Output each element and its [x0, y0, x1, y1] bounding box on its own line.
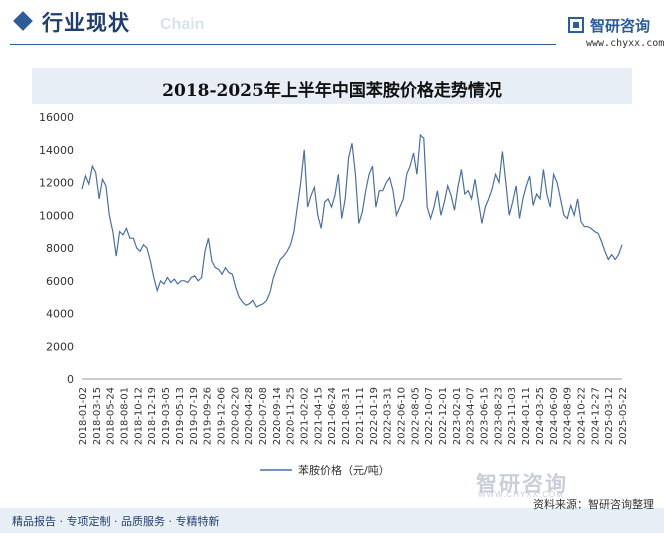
header-watermark: Chain	[160, 16, 205, 33]
footer-bar: 精品报告 · 专项定制 · 品质服务 · 专精特新 资料来源：智研咨询整理	[0, 498, 664, 533]
x-tick-label: 2025-03-12	[604, 387, 615, 445]
y-tick-label: 0	[67, 373, 74, 386]
x-tick-label: 2020-09-14	[272, 387, 283, 445]
series-line-aniline-price	[81, 133, 623, 308]
x-tick-label: 2019-09-26	[203, 387, 214, 445]
x-tick-label: 2024-10-22	[576, 387, 587, 445]
x-tick-label: 2020-04-28	[244, 387, 255, 445]
footer-slogan: 精品报告 · 专项定制 · 品质服务 · 专精特新	[12, 515, 220, 528]
x-tick-label: 2021-06-24	[327, 387, 338, 445]
x-tick-label: 2023-11-03	[507, 387, 518, 445]
x-tick-label: 2021-02-02	[300, 387, 311, 445]
brand-block: 智研咨询 www.chyxx.com	[568, 14, 664, 54]
x-tick-label: 2019-03-05	[161, 387, 172, 445]
x-tick-label: 2023-06-15	[480, 387, 491, 445]
x-tick-label: 2022-08-05	[410, 387, 421, 445]
x-tick-label: 2024-03-25	[535, 387, 546, 445]
line-chart: 0 2000 4000 6000 8000 10000 12000 14000 16000 20…	[39, 111, 629, 477]
brand-name: 智研咨询	[590, 17, 651, 35]
chart-title: 2018-2025年上半年中国苯胺价格走势情况	[162, 81, 502, 101]
x-tick-label: 2018-01-02	[78, 387, 89, 445]
y-tick-label: 2000	[46, 340, 74, 353]
x-tick-label: 2019-12-06	[216, 387, 227, 445]
x-tick-label: 2020-02-20	[230, 387, 241, 445]
x-tick-label: 2022-01-19	[369, 387, 380, 445]
x-tick-label: 2020-07-08	[258, 387, 269, 445]
x-tick-label: 2019-07-19	[189, 387, 200, 445]
y-tick-label: 8000	[46, 242, 74, 255]
x-tick-label: 2020-11-25	[286, 387, 297, 445]
y-tick-label: 4000	[46, 308, 74, 321]
x-tick-label: 2024-12-27	[590, 387, 601, 445]
x-tick-label: 2022-06-10	[396, 387, 407, 445]
x-tick-label: 2023-02-01	[452, 387, 463, 445]
x-tick-label: 2024-08-09	[563, 387, 574, 445]
x-tick-label: 2018-05-24	[106, 387, 117, 445]
source-note: 资料来源：智研咨询整理	[533, 498, 654, 511]
x-axis-ticks: 2018-01-02 2018-03-15 2018-05-24 2018-08-01…	[78, 387, 629, 445]
diamond-icon	[13, 11, 33, 31]
y-tick-label: 14000	[39, 144, 74, 157]
watermark-brand: 智研咨询	[476, 472, 568, 496]
chart-title-band: 2018-2025年上半年中国苯胺价格走势情况	[32, 68, 632, 104]
y-tick-label: 6000	[46, 275, 74, 288]
x-tick-label: 2025-05-22	[618, 387, 629, 445]
x-tick-label: 2022-12-01	[438, 387, 449, 445]
x-tick-label: 2021-08-31	[341, 387, 352, 445]
legend: 苯胺价格（元/吨）	[260, 463, 390, 477]
x-tick-label: 2018-12-19	[147, 387, 158, 445]
chart-panel: 2018-2025年上半年中国苯胺价格走势情况 0 2000 4000 6000 800…	[10, 60, 656, 504]
x-tick-label: 2022-10-07	[424, 387, 435, 445]
x-tick-label: 2023-04-07	[466, 387, 477, 445]
brand-url: www.chyxx.com	[586, 38, 664, 49]
header-bar: 行业现状 Chain 智研咨询 www.chyxx.com	[0, 0, 664, 50]
y-tick-label: 16000	[39, 111, 74, 124]
y-axis-ticks: 0 2000 4000 6000 8000 10000 12000 14000 16000	[39, 111, 74, 386]
header-divider	[10, 44, 556, 45]
y-tick-label: 10000	[39, 209, 74, 222]
x-tick-label: 2018-10-12	[133, 387, 144, 445]
x-tick-label: 2024-01-11	[521, 387, 532, 445]
x-tick-label: 2022-03-31	[383, 387, 394, 445]
brand-logo-icon	[568, 17, 584, 33]
x-tick-label: 2019-05-13	[175, 387, 186, 445]
x-tick-label: 2024-06-09	[549, 387, 560, 445]
section-title: 行业现状	[42, 11, 130, 35]
y-tick-label: 12000	[39, 177, 74, 190]
legend-label-aniline-price: 苯胺价格（元/吨）	[298, 463, 390, 477]
x-tick-label: 2021-04-15	[313, 387, 324, 445]
x-tick-label: 2021-11-11	[355, 387, 366, 445]
watermark-brand-url: WWW.CHYXX.COM	[478, 490, 564, 499]
x-tick-label: 2023-08-23	[493, 387, 504, 445]
x-tick-label: 2018-03-15	[92, 387, 103, 445]
x-tick-label: 2018-08-01	[120, 387, 131, 445]
